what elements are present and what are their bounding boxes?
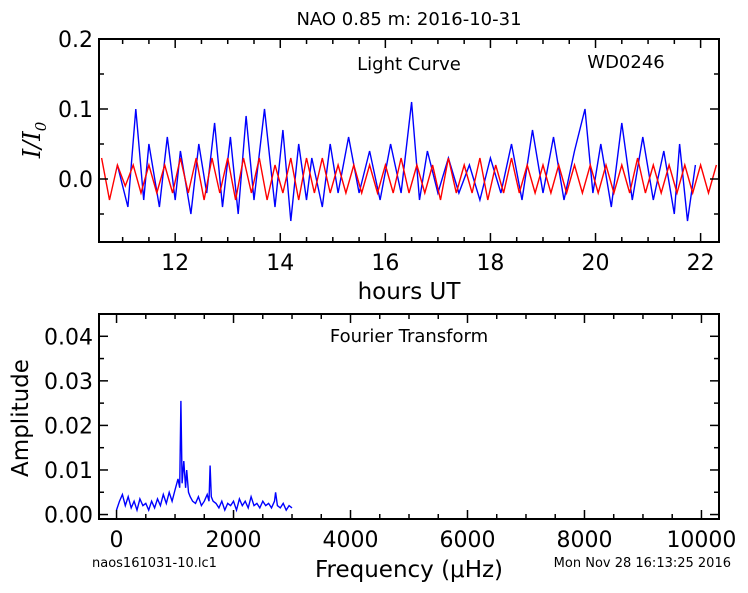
fourier-panel: 0 2000 4000 6000 8000 10000 0.00 0.01 0.02 0.03 0.…: [8, 313, 736, 583]
fourier-x-tick-label: 6000: [439, 528, 495, 553]
fourier-x-tick-label: 8000: [556, 528, 612, 553]
light-curve-series-line-1: [100, 157, 718, 201]
light-curve-annotation: Light Curve: [357, 54, 461, 75]
fourier-x-tick-label: 4000: [323, 528, 379, 553]
fourier-series-line-0: [115, 400, 293, 513]
fourier-x-tick-label: 10000: [666, 528, 736, 553]
figure-title: NAO 0.85 m: 2016-10-31: [296, 9, 521, 30]
light-curve-x-tick-label: 14: [266, 251, 294, 276]
fourier-y-tick-label: 0.04: [44, 325, 93, 350]
fourier-y-tick-label: 0.02: [44, 414, 93, 439]
light-curve-y-tick-label: 0.2: [58, 28, 93, 53]
fourier-y-axis-label: Amplitude: [8, 359, 34, 477]
fourier-plot-area: [115, 400, 293, 513]
light-curve-x-tick-label: 12: [161, 251, 189, 276]
light-curve-plot-area: [100, 101, 718, 222]
light-curve-series-line-0: [116, 101, 697, 222]
footer-filename: naos161031-10.lc1: [92, 556, 217, 571]
light-curve-x-axis-label: hours UT: [358, 279, 462, 305]
light-curve-ticks: 12 14 16 18 20 22 0.0 0.1 0.2: [58, 28, 719, 276]
light-curve-panel: 12 14 16 18 20 22 0.0 0.1 0.2 Light Curve WD0246…: [18, 28, 720, 305]
light-curve-x-tick-label: 16: [371, 251, 399, 276]
light-curve-y-tick-label: 0.1: [58, 98, 93, 123]
light-curve-x-tick-label: 20: [582, 251, 610, 276]
fourier-x-tick-label: 0: [110, 528, 124, 553]
fourier-x-axis-label: Frequency (μHz): [315, 557, 503, 583]
light-curve-x-tick-label: 22: [687, 251, 715, 276]
star-name-annotation: WD0246: [587, 52, 664, 73]
fourier-y-tick-label: 0.03: [44, 370, 93, 395]
light-curve-axes-frame: [98, 38, 720, 243]
light-curve-y-tick-label: 0.0: [58, 168, 93, 193]
fourier-x-tick-label: 2000: [206, 528, 262, 553]
fourier-ticks: 0 2000 4000 6000 8000 10000 0.00 0.01 0.02 0.03 0.…: [44, 313, 736, 553]
fourier-y-tick-label: 0.01: [44, 459, 93, 484]
light-curve-x-tick-label: 18: [476, 251, 504, 276]
footer-timestamp: Mon Nov 28 16:13:25 2016: [554, 556, 731, 571]
light-curve-y-axis-label: I/I0: [18, 121, 50, 159]
fourier-y-tick-label: 0.00: [44, 504, 93, 529]
fourier-annotation: Fourier Transform: [330, 326, 488, 347]
